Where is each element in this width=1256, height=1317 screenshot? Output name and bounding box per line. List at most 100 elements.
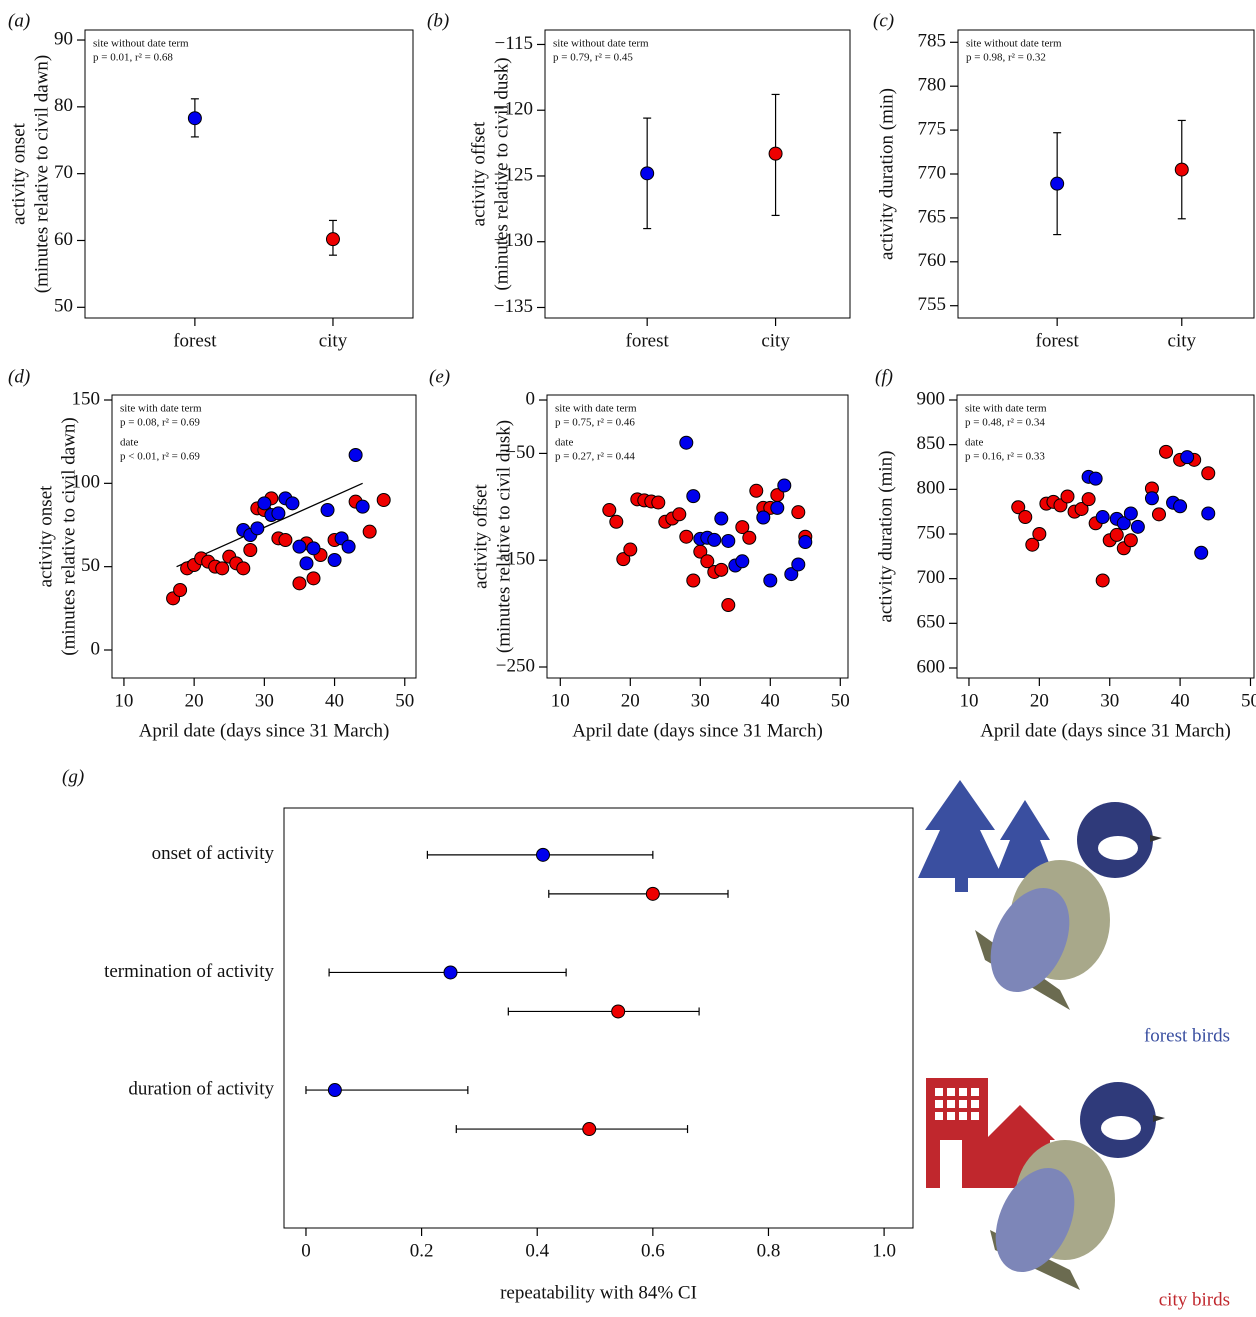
x-tick-label: forest [173, 330, 217, 351]
category-label: duration of activity [128, 1078, 274, 1099]
point [341, 539, 356, 554]
point [362, 524, 377, 539]
point [672, 507, 687, 522]
annotation: p = 0.08, r² = 0.69 [120, 417, 200, 429]
y-tick-label: 755 [918, 294, 947, 315]
plot-frame [84, 29, 414, 319]
point [257, 496, 272, 511]
y-tick-label: 900 [917, 388, 946, 409]
x-tick-label: 0.6 [641, 1240, 665, 1261]
x-tick-label: 30 [1100, 690, 1119, 711]
x-tick-label: 50 [1241, 690, 1256, 711]
annotation: p = 0.79, r² = 0.45 [553, 52, 633, 64]
plot-frame [956, 394, 1255, 679]
city-illustration [926, 1078, 1165, 1290]
point [707, 532, 722, 547]
point [306, 571, 321, 586]
point [763, 573, 778, 588]
forest-label: forest birds [1144, 1025, 1230, 1046]
point [299, 556, 314, 571]
x-tick-label: city [761, 330, 790, 351]
y-tick-label: −150 [496, 549, 535, 570]
point [686, 489, 701, 504]
x-tick-label: 20 [1030, 690, 1049, 711]
point [1032, 526, 1047, 541]
panel-label: (d) [8, 366, 30, 387]
y-axis-label: activity duration (min) [876, 88, 897, 260]
y-axis-label: (minutes relative to civil dawn) [31, 55, 52, 293]
point [1081, 492, 1096, 507]
point [770, 500, 785, 515]
y-axis-label: (minutes relative to civil dusk) [493, 420, 514, 653]
annotation: site without date term [553, 38, 649, 50]
panel-label: (a) [8, 10, 30, 31]
point [355, 499, 370, 514]
y-tick-label: −115 [494, 33, 533, 54]
panel-label: (c) [873, 10, 894, 31]
point [250, 521, 265, 536]
point [1201, 506, 1216, 521]
x-tick-label: 0.2 [410, 1240, 434, 1261]
y-tick-label: 800 [917, 478, 946, 499]
point [777, 478, 792, 493]
y-tick-label: 100 [72, 472, 101, 493]
annotation: site without date term [966, 38, 1062, 50]
point [798, 535, 813, 550]
x-axis-label: repeatability with 84% CI [500, 1282, 697, 1303]
annotation: p = 0.48, r² = 0.34 [965, 417, 1045, 429]
panel-label: (g) [62, 766, 84, 787]
annotation: p = 0.01, r² = 0.68 [93, 52, 173, 64]
point [325, 232, 340, 247]
x-tick-label: 40 [325, 690, 344, 711]
y-axis-label: (minutes relative to civil dusk) [491, 57, 512, 290]
x-axis-label: April date (days since 31 March) [572, 720, 823, 741]
point [1025, 537, 1040, 552]
point [791, 505, 806, 520]
point [1180, 450, 1195, 465]
plot-frame [283, 807, 914, 1229]
error-bar [507, 1007, 700, 1016]
point [609, 514, 624, 529]
x-tick-label: 0.4 [525, 1240, 549, 1261]
point [721, 598, 736, 613]
point [292, 576, 307, 591]
y-tick-label: 600 [917, 656, 946, 677]
annotation: date [965, 437, 983, 449]
point [1123, 506, 1138, 521]
point [714, 562, 729, 577]
panel-label: (f) [875, 366, 893, 387]
point [1095, 573, 1110, 588]
forest-illustration [918, 780, 1162, 1010]
point [1123, 533, 1138, 548]
plot-frame [544, 29, 851, 319]
x-tick-label: 0.8 [757, 1240, 781, 1261]
error-bar [455, 1125, 689, 1134]
panel-label: (b) [427, 10, 449, 31]
point [686, 573, 701, 588]
annotation: p < 0.01, r² = 0.69 [120, 451, 200, 463]
point [236, 561, 251, 576]
x-tick-label: 30 [255, 690, 274, 711]
point [173, 583, 188, 597]
x-axis-label: April date (days since 31 March) [139, 720, 390, 741]
point [735, 554, 750, 569]
x-tick-label: forest [1036, 330, 1080, 351]
point [376, 493, 391, 507]
category-label: termination of activity [104, 961, 274, 982]
annotation: p = 0.27, r² = 0.44 [555, 451, 635, 463]
y-tick-label: 90 [54, 28, 73, 49]
point [306, 541, 321, 556]
point [679, 529, 694, 544]
point [651, 495, 666, 510]
annotation: site with date term [965, 403, 1047, 415]
point [327, 1083, 342, 1098]
point [645, 886, 660, 901]
city-label: city birds [1159, 1289, 1230, 1310]
point [742, 530, 757, 545]
x-tick-label: 20 [185, 690, 204, 711]
category-label: onset of activity [152, 843, 275, 864]
point [348, 448, 363, 462]
y-tick-label: 765 [918, 206, 947, 227]
point [756, 510, 771, 525]
